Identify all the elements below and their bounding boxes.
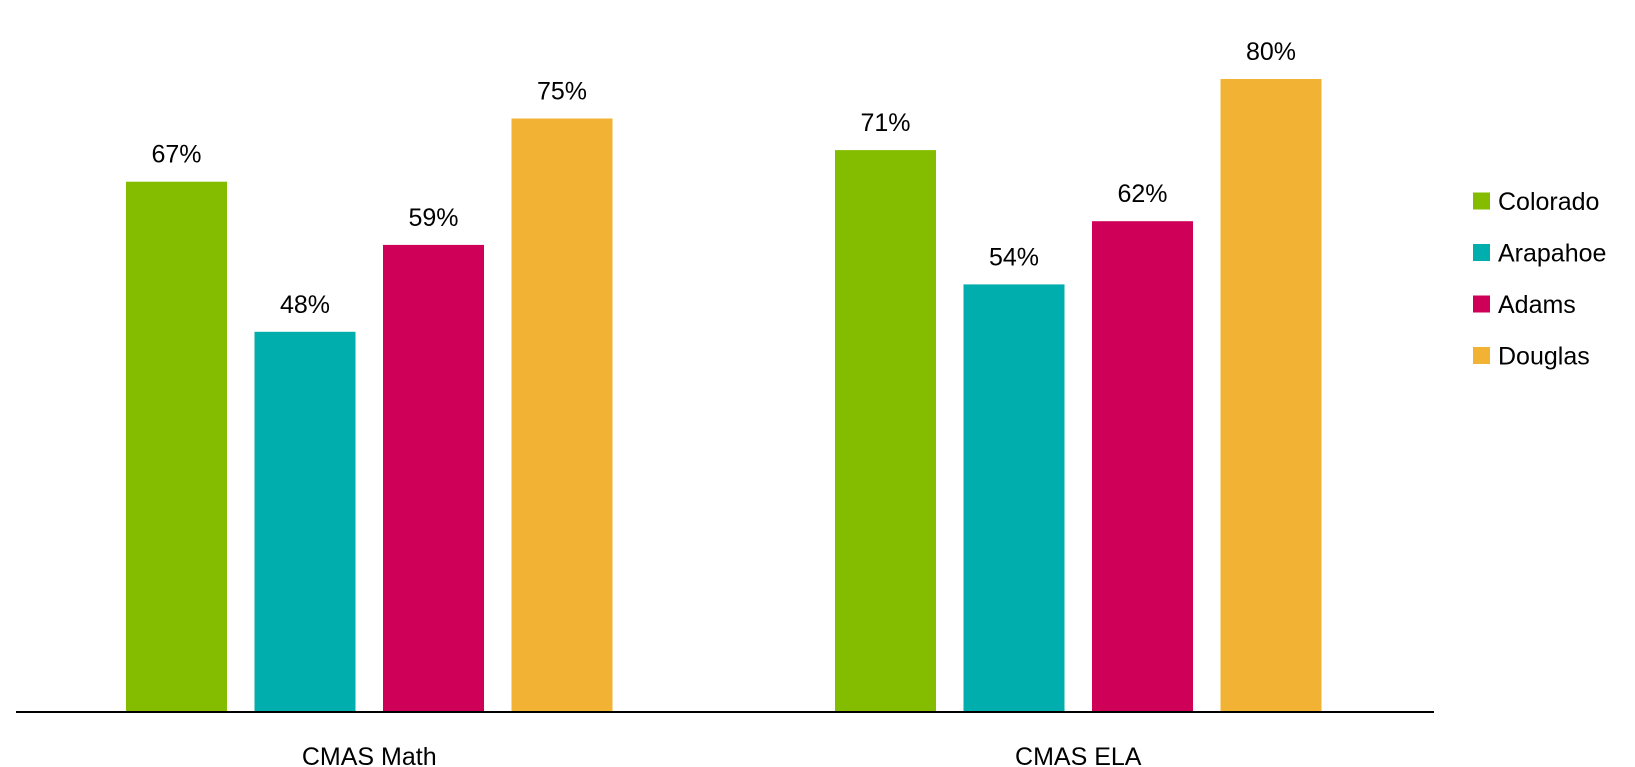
bar-cmas-ela-arapahoe — [963, 284, 1065, 711]
data-label-cmas-math-colorado: 67% — [151, 141, 201, 169]
legend-swatch-adams — [1473, 295, 1490, 313]
bar-cmas-ela-douglas — [1220, 79, 1322, 711]
bar-cmas-math-arapahoe — [254, 331, 356, 711]
category-label-cmas-math: CMAS Math — [302, 743, 437, 767]
legend-label-arapahoe: Arapahoe — [1498, 240, 1606, 268]
data-label-cmas-ela-adams: 62% — [1117, 180, 1167, 208]
category-labels-group: CMAS Math CMAS ELA — [302, 743, 1142, 767]
data-label-cmas-ela-colorado: 71% — [860, 109, 910, 137]
bar-cmas-math-douglas — [511, 118, 613, 711]
data-label-cmas-ela-douglas: 80% — [1246, 38, 1296, 66]
legend: Colorado Arapahoe Adams Douglas — [1473, 188, 1606, 371]
bar-cmas-math-colorado — [126, 181, 227, 711]
legend-label-adams: Adams — [1498, 291, 1576, 319]
data-label-cmas-math-arapahoe: 48% — [280, 291, 330, 319]
legend-swatch-colorado — [1473, 192, 1490, 210]
bar-cmas-math-adams — [383, 244, 484, 711]
data-label-cmas-math-douglas: 75% — [537, 78, 587, 106]
category-label-cmas-ela: CMAS ELA — [1015, 743, 1142, 767]
legend-swatch-arapahoe — [1473, 244, 1490, 261]
data-label-cmas-ela-arapahoe: 54% — [989, 243, 1039, 271]
legend-label-douglas: Douglas — [1498, 343, 1590, 371]
legend-label-colorado: Colorado — [1498, 188, 1599, 216]
bar-cmas-ela-adams — [1092, 221, 1193, 711]
data-label-cmas-math-adams: 59% — [408, 204, 458, 232]
data-labels-group: 67% 48% 59% 75% 71% 54% 62% 80% — [151, 38, 1296, 319]
bar-cmas-ela-colorado — [835, 150, 936, 712]
bars-group — [126, 79, 1322, 712]
legend-swatch-douglas — [1473, 347, 1490, 364]
